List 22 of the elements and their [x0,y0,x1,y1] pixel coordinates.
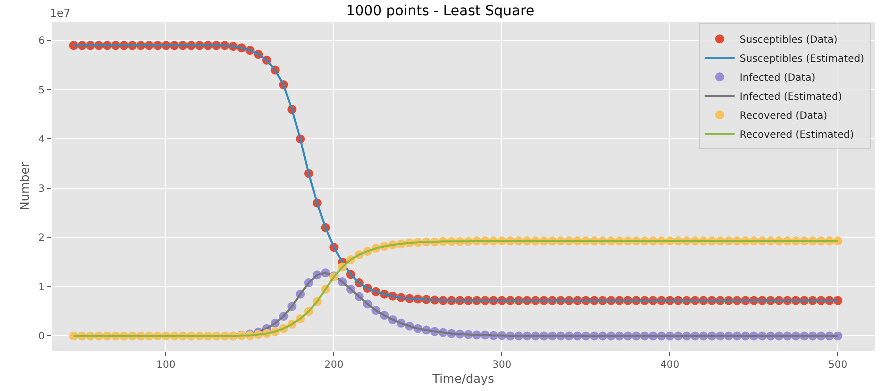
text: 1e7 [50,7,71,20]
legend-label: Susceptibles (Data) [740,35,838,46]
legend-label: Recovered (Estimated) [740,130,854,142]
legend-label: Infected (Estimated) [740,92,842,104]
y-tick-label: 0 [38,332,45,343]
y-tick-label: 4 [38,134,45,146]
y-tick-label: 6 [38,36,45,48]
x-tick-label: 100 [156,360,176,371]
x-tick-label: 500 [828,360,848,371]
legend-label: Recovered (Data) [740,111,828,122]
y-tick-label: 3 [38,184,45,195]
y-axis-title: Number [18,162,32,211]
y-tick-label: 2 [38,233,45,244]
x-axis-title: Time/days [432,372,494,386]
legend-label: Susceptibles (Estimated) [740,54,865,66]
x-tick-label: 300 [492,360,512,371]
y-tick-label: 5 [38,85,45,96]
legend-label: Infected (Data) [740,73,816,84]
y-tick-label: 1 [38,282,45,294]
x-tick-label: 200 [324,360,344,371]
chart-title: 1000 points - Least Square [346,4,535,20]
x-tick-label: 400 [660,360,680,371]
